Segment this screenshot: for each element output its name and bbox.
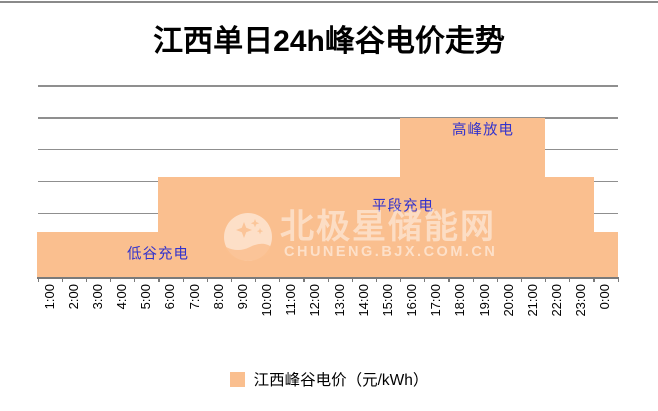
x-axis-tick (448, 277, 450, 282)
x-axis-tick (545, 277, 547, 282)
x-axis-tick (61, 277, 63, 282)
price-bar (520, 117, 546, 277)
x-axis-tick (617, 277, 619, 282)
x-axis-tick (303, 277, 305, 282)
price-bar (254, 176, 280, 277)
top-border-line (0, 1, 658, 3)
price-bar (375, 176, 401, 277)
x-axis-tick (472, 277, 474, 282)
segment-label: 高峰放电 (452, 122, 514, 139)
price-bar (182, 176, 207, 277)
segment-label: 平段充电 (372, 198, 434, 215)
x-axis-tick (593, 277, 595, 282)
price-bar (593, 232, 618, 277)
price-bar (399, 117, 425, 277)
legend-swatch (229, 371, 245, 387)
x-axis-tick (279, 277, 281, 282)
price-bar (85, 232, 111, 277)
price-bar (327, 176, 352, 277)
price-bar (423, 117, 449, 277)
price-bar (496, 117, 522, 277)
price-bar (568, 176, 594, 277)
x-axis-tick (400, 277, 402, 282)
x-axis-tick (206, 277, 208, 282)
price-bar (158, 176, 183, 277)
x-axis-tick (520, 277, 523, 282)
segment-label: 低谷充电 (127, 246, 189, 263)
x-axis-tick (569, 277, 571, 282)
price-bar (37, 232, 62, 277)
gridline (37, 148, 618, 151)
price-bar (472, 117, 497, 277)
x-axis-tick (255, 277, 257, 282)
x-axis-tick (327, 277, 329, 282)
price-bar (278, 176, 304, 277)
x-axis-tick (375, 277, 378, 282)
legend: 江西峰谷电价（元/kWh） (0, 367, 658, 391)
x-axis-tick (158, 277, 160, 282)
x-axis-tick (351, 277, 353, 282)
price-bar (351, 176, 377, 277)
x-axis-tick (182, 277, 184, 282)
x-axis-tick (110, 277, 112, 282)
price-bar (109, 232, 135, 277)
x-axis-tick (134, 277, 136, 282)
x-axis-tick (230, 277, 233, 282)
chart-title: 江西单日24h峰谷电价走势 (153, 25, 505, 58)
gridline (37, 117, 618, 119)
price-bar (61, 232, 87, 277)
gridline (37, 85, 618, 87)
price-bar (448, 117, 473, 277)
price-bar (230, 176, 256, 277)
legend-label: 江西峰谷电价（元/kWh） (253, 372, 429, 389)
price-bar (206, 176, 232, 277)
x-axis-tick (37, 277, 39, 282)
price-bar (133, 232, 159, 277)
x-axis-tick (424, 277, 426, 282)
x-axis-tick (85, 277, 88, 282)
price-bar (544, 176, 570, 277)
price-bar (303, 176, 328, 277)
x-axis-tick (496, 277, 498, 282)
